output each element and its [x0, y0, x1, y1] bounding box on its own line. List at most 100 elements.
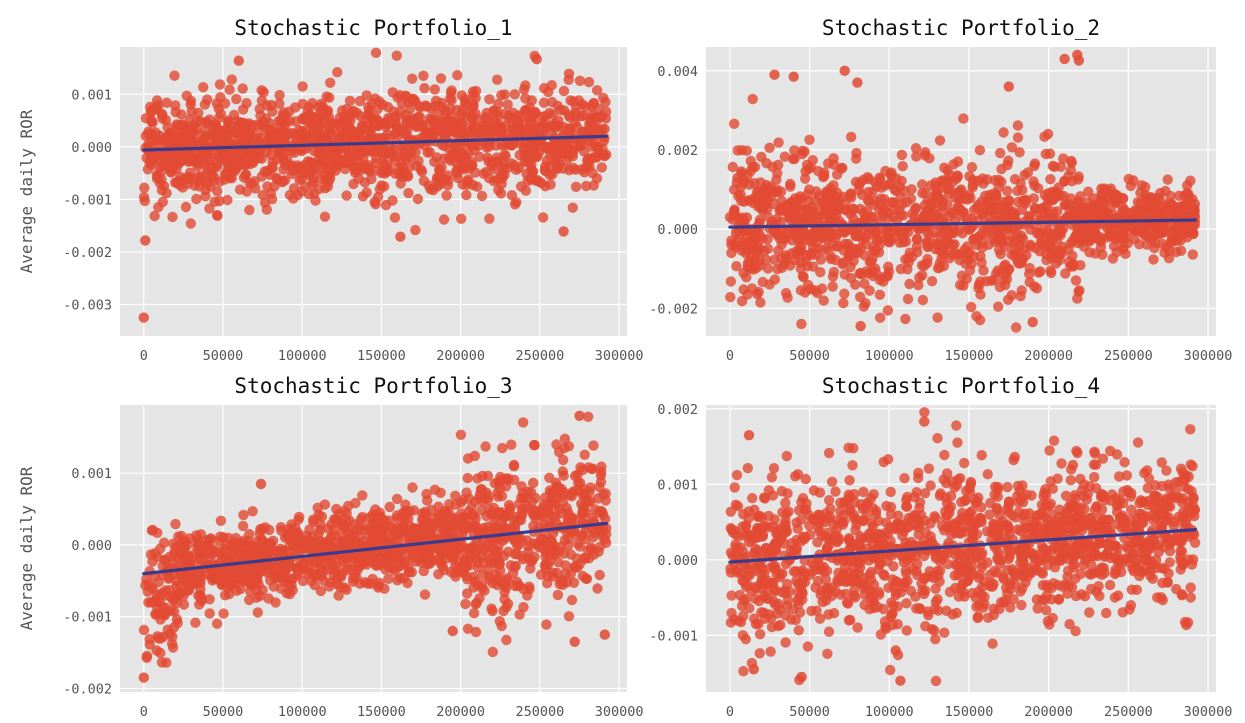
data-point	[178, 599, 190, 610]
data-point	[211, 566, 222, 577]
data-point	[837, 162, 848, 174]
data-point	[397, 162, 408, 173]
data-point	[518, 417, 529, 428]
data-point	[218, 136, 229, 148]
data-point	[287, 160, 298, 171]
data-point	[1132, 437, 1144, 448]
data-point	[274, 89, 285, 101]
data-point	[150, 127, 161, 138]
data-point	[237, 520, 249, 532]
data-point	[557, 579, 568, 590]
data-point	[138, 672, 149, 683]
data-point	[957, 228, 968, 239]
data-point	[456, 539, 468, 551]
data-point	[739, 196, 750, 207]
data-point	[460, 547, 471, 559]
data-point	[531, 539, 542, 550]
data-point	[403, 513, 414, 524]
data-point	[976, 208, 987, 220]
data-point	[462, 472, 473, 484]
data-point	[468, 608, 480, 619]
data-point	[1102, 184, 1113, 196]
x-tick-label: 250000	[515, 704, 564, 720]
data-point	[459, 164, 470, 175]
data-point	[263, 593, 274, 604]
data-point	[226, 74, 237, 85]
data-point	[775, 186, 787, 197]
data-point	[450, 499, 462, 510]
data-point	[262, 567, 274, 579]
data-point	[501, 634, 512, 646]
data-point	[405, 533, 417, 544]
data-point	[1157, 238, 1168, 250]
data-point	[917, 179, 928, 190]
data-point	[978, 265, 989, 276]
data-point	[552, 589, 564, 601]
data-point	[214, 536, 225, 547]
data-point	[139, 195, 150, 207]
data-point	[332, 67, 343, 78]
data-point	[727, 161, 738, 173]
data-point	[309, 568, 321, 579]
data-point	[190, 150, 201, 161]
y-tick-label: 0.000	[71, 140, 112, 156]
data-point	[886, 167, 897, 178]
data-point	[256, 85, 267, 96]
data-point	[297, 81, 308, 92]
data-point	[200, 191, 211, 202]
data-point	[171, 580, 182, 592]
data-point	[468, 100, 479, 111]
data-point	[930, 675, 942, 687]
data-point	[321, 106, 333, 117]
data-point	[142, 164, 154, 175]
data-point	[499, 586, 510, 598]
data-point	[247, 506, 258, 517]
data-point	[215, 92, 226, 103]
data-point	[471, 553, 483, 565]
data-point	[407, 73, 418, 84]
data-point	[1024, 277, 1035, 288]
data-point	[492, 579, 503, 591]
data-point	[488, 105, 499, 116]
data-point	[368, 534, 379, 545]
data-point	[1072, 293, 1083, 304]
data-point	[897, 161, 908, 172]
data-point	[1014, 241, 1025, 252]
data-point	[574, 410, 585, 421]
data-point	[1072, 230, 1084, 241]
data-point	[1177, 225, 1188, 236]
data-point	[943, 238, 954, 249]
data-point	[1149, 242, 1160, 254]
data-point	[572, 514, 583, 525]
data-point	[488, 176, 499, 187]
data-point	[821, 242, 832, 254]
data-point	[487, 605, 498, 617]
data-point	[1149, 230, 1161, 241]
data-point	[354, 95, 366, 107]
data-point	[168, 622, 180, 633]
data-point	[341, 190, 352, 201]
x-tick-label: 50000	[789, 348, 830, 364]
data-point	[484, 94, 495, 105]
data-point	[349, 519, 361, 530]
data-point	[567, 487, 578, 498]
data-point	[1065, 238, 1077, 249]
data-point	[1031, 594, 1043, 605]
x-tick-label: 100000	[865, 348, 914, 364]
data-point	[492, 156, 503, 167]
data-point	[847, 203, 858, 214]
data-point	[218, 608, 229, 619]
data-point	[150, 104, 161, 115]
data-point	[177, 119, 189, 130]
data-point	[1090, 201, 1101, 212]
data-point	[335, 571, 347, 583]
data-point	[1175, 207, 1186, 218]
data-point	[583, 76, 595, 88]
data-point	[294, 545, 306, 556]
data-point	[882, 305, 894, 316]
data-point	[1035, 266, 1046, 277]
data-point	[374, 577, 385, 588]
data-point	[874, 172, 885, 183]
data-point	[1129, 225, 1141, 237]
data-point	[769, 69, 780, 80]
